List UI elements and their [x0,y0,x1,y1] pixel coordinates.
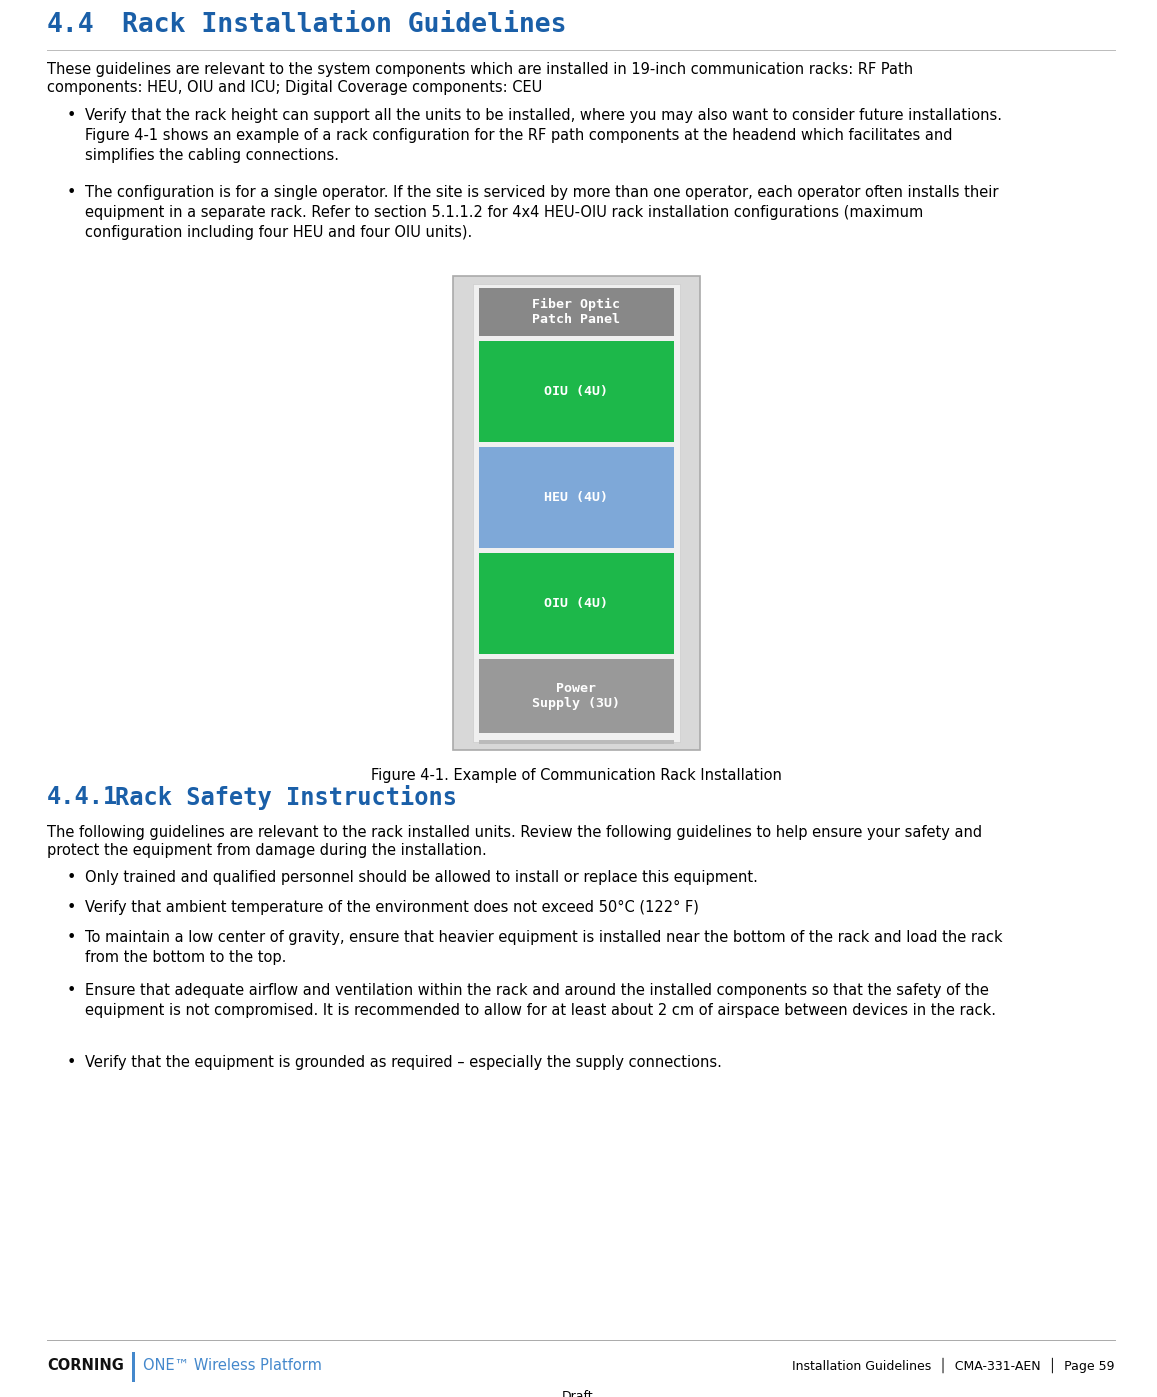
Text: Verify that the equipment is grounded as required – especially the supply connec: Verify that the equipment is grounded as… [84,1055,722,1070]
Text: Verify that ambient temperature of the environment does not exceed 50°C (122° F): Verify that ambient temperature of the e… [84,900,699,915]
Text: Fiber Optic
Patch Panel: Fiber Optic Patch Panel [532,298,620,326]
Text: Rack Safety Instructions: Rack Safety Instructions [115,785,457,810]
Text: To maintain a low center of gravity, ensure that heavier equipment is installed : To maintain a low center of gravity, ens… [84,930,1003,965]
Text: Only trained and qualified personnel should be allowed to install or replace thi: Only trained and qualified personnel sho… [84,870,758,886]
Text: •: • [67,108,76,123]
Text: HEU (4U): HEU (4U) [544,490,607,504]
Text: Rack Installation Guidelines: Rack Installation Guidelines [121,13,567,38]
Text: •: • [67,900,76,915]
Bar [479,553,673,654]
Text: •: • [67,184,76,200]
Bar [479,658,673,733]
Bar [472,284,679,742]
Text: •: • [67,930,76,944]
Text: protect the equipment from damage during the installation.: protect the equipment from damage during… [47,842,487,858]
Text: ONE™ Wireless Platform: ONE™ Wireless Platform [143,1358,322,1373]
Text: Draft: Draft [562,1390,594,1397]
Text: CORNING: CORNING [47,1358,124,1373]
Text: Figure 4-1. Example of Communication Rack Installation: Figure 4-1. Example of Communication Rac… [370,768,781,782]
Bar [479,341,673,441]
Bar [452,277,700,750]
Text: Power
Supply (3U): Power Supply (3U) [532,682,620,710]
Text: •: • [67,870,76,886]
Text: OIU (4U): OIU (4U) [544,597,607,609]
Bar [479,288,673,335]
Text: 4.4.1: 4.4.1 [47,785,118,809]
Bar [132,1352,135,1382]
Text: 4.4: 4.4 [47,13,95,38]
Text: Installation Guidelines  │  CMA-331-AEN  │  Page 59: Installation Guidelines │ CMA-331-AEN │ … [793,1358,1115,1373]
Text: Ensure that adequate airflow and ventilation within the rack and around the inst: Ensure that adequate airflow and ventila… [84,983,996,1018]
Text: components: HEU, OIU and ICU; Digital Coverage components: CEU: components: HEU, OIU and ICU; Digital Co… [47,80,543,95]
Text: Verify that the rack height can support all the units to be installed, where you: Verify that the rack height can support … [84,108,1002,162]
Text: •: • [67,983,76,997]
Text: These guidelines are relevant to the system components which are installed in 19: These guidelines are relevant to the sys… [47,61,913,77]
Text: OIU (4U): OIU (4U) [544,386,607,398]
Bar [479,447,673,548]
Text: The configuration is for a single operator. If the site is serviced by more than: The configuration is for a single operat… [84,184,998,240]
Bar [479,740,673,745]
Text: •: • [67,1055,76,1070]
Text: The following guidelines are relevant to the rack installed units. Review the fo: The following guidelines are relevant to… [47,826,982,840]
